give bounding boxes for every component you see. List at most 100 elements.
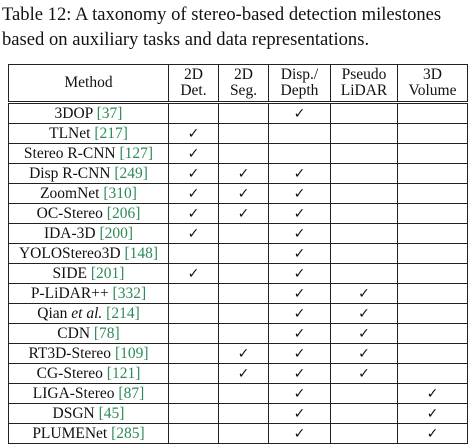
method-cell: ZoomNet [310] xyxy=(8,183,169,204)
method-cell: TLNet [217] xyxy=(8,123,169,144)
checkmark-icon: ✓ xyxy=(293,205,306,222)
table-row: Stereo R-CNN [127] ✓ xyxy=(8,143,468,164)
citation-link[interactable]: [310] xyxy=(103,185,137,202)
cell-pseudo-lidar: ✓ xyxy=(330,323,398,344)
citation-link[interactable]: [206] xyxy=(106,205,141,222)
checkmark-icon: ✓ xyxy=(293,305,306,322)
checkmark-icon: ✓ xyxy=(187,165,200,182)
table-row: YOLOStereo3D [148] ✓ xyxy=(8,243,468,264)
method-name: Stereo R-CNN xyxy=(23,145,120,162)
method-cell: RT3D-Stereo [109] xyxy=(8,343,169,364)
citation-link[interactable]: [121] xyxy=(106,365,141,382)
cell-disp-depth: ✓ xyxy=(268,163,331,184)
method-name: Disp R-CNN xyxy=(29,165,115,182)
citation-link[interactable]: [285] xyxy=(111,425,145,442)
checkmark-icon: ✓ xyxy=(426,425,439,442)
method-name: 3DOP xyxy=(54,105,97,122)
cell-pseudo-lidar xyxy=(330,203,398,224)
cell-2d-seg xyxy=(218,263,269,284)
checkmark-icon: ✓ xyxy=(187,205,200,222)
method-name: OC-Stereo xyxy=(36,205,107,222)
checkmark-icon: ✓ xyxy=(426,385,439,402)
cell-3d-volume xyxy=(397,102,468,124)
method-cell: OC-Stereo [206] xyxy=(8,203,169,224)
cell-3d-volume: ✓ xyxy=(397,423,468,444)
caption-line-1: Table 12: A taxonomy of stereo-based det… xyxy=(2,4,442,25)
citation-link[interactable]: [217] xyxy=(94,125,128,142)
citation-link[interactable]: [148] xyxy=(124,245,159,262)
table-row: LIGA-Stereo [87] ✓ ✓ xyxy=(8,383,468,404)
cell-2d-seg xyxy=(218,303,269,324)
cell-2d-det xyxy=(168,363,219,384)
checkmark-icon: ✓ xyxy=(187,185,200,202)
cell-2d-seg xyxy=(218,383,269,404)
cell-2d-det: ✓ xyxy=(168,123,219,144)
citation-link[interactable]: [214] xyxy=(106,305,140,322)
checkmark-icon: ✓ xyxy=(293,245,306,262)
citation-link[interactable]: [78] xyxy=(93,325,120,342)
method-cell: DSGN [45] xyxy=(8,403,169,424)
checkmark-icon: ✓ xyxy=(237,205,250,222)
cell-2d-seg: ✓ xyxy=(218,363,269,384)
citation-link[interactable]: [109] xyxy=(114,345,149,362)
method-name: PLUMENet xyxy=(32,425,112,442)
table-row: TLNet [217] ✓ xyxy=(8,123,468,144)
citation-link[interactable]: [201] xyxy=(90,265,125,282)
checkmark-icon: ✓ xyxy=(293,365,306,382)
table-row: RT3D-Stereo [109] ✓ ✓ ✓ xyxy=(8,343,468,364)
header-2d-det-line1: 2D xyxy=(184,66,203,83)
cell-2d-seg xyxy=(218,283,269,304)
citation-link[interactable]: [249] xyxy=(114,165,148,182)
citation-link[interactable]: [37] xyxy=(96,105,123,122)
cell-3d-volume xyxy=(397,203,468,224)
method-name: IDA-3D xyxy=(43,225,100,242)
cell-pseudo-lidar: ✓ xyxy=(330,303,398,324)
method-cell: IDA-3D [200] xyxy=(8,223,169,244)
table-row: ZoomNet [310] ✓ ✓ ✓ xyxy=(8,183,468,204)
checkmark-icon: ✓ xyxy=(293,405,306,422)
cell-2d-seg xyxy=(218,423,269,444)
checkmark-icon: ✓ xyxy=(293,285,306,302)
cell-disp-depth: ✓ xyxy=(268,183,331,204)
cell-pseudo-lidar xyxy=(330,223,398,244)
cell-disp-depth: ✓ xyxy=(268,343,331,364)
cell-pseudo-lidar xyxy=(330,183,398,204)
cell-3d-volume xyxy=(397,363,468,384)
cell-pseudo-lidar xyxy=(330,243,398,264)
header-pseudo-lidar-line2: LiDAR xyxy=(340,82,388,99)
cell-2d-det: ✓ xyxy=(168,223,219,244)
table-row: CDN [78] ✓ ✓ xyxy=(8,323,468,344)
cell-3d-volume: ✓ xyxy=(397,403,468,424)
cell-disp-depth xyxy=(268,123,331,144)
method-cell: P-LiDAR++ [332] xyxy=(8,283,169,304)
cell-disp-depth: ✓ xyxy=(268,323,331,344)
checkmark-icon: ✓ xyxy=(293,345,306,362)
citation-link[interactable]: [45] xyxy=(98,405,125,422)
method-name: LIGA-Stereo xyxy=(32,385,119,402)
citation-link[interactable]: [127] xyxy=(119,145,154,162)
table-row: Disp R-CNN [249] ✓ ✓ ✓ xyxy=(8,163,468,184)
checkmark-icon: ✓ xyxy=(293,185,306,202)
header-2d-seg-line1: 2D xyxy=(234,66,253,83)
citation-link[interactable]: [200] xyxy=(99,225,134,242)
citation-link[interactable]: [332] xyxy=(112,285,147,302)
header-method: Method xyxy=(8,64,169,104)
cell-disp-depth: ✓ xyxy=(268,263,331,284)
cell-disp-depth: ✓ xyxy=(268,102,331,124)
method-name: Qian et al. xyxy=(37,305,103,322)
cell-pseudo-lidar: ✓ xyxy=(330,363,398,384)
cell-2d-seg: ✓ xyxy=(218,163,269,184)
table-row: P-LiDAR++ [332] ✓ ✓ xyxy=(8,283,468,304)
cell-pseudo-lidar: ✓ xyxy=(330,343,398,364)
checkmark-icon: ✓ xyxy=(358,305,370,322)
method-name: RT3D-Stereo xyxy=(28,345,115,362)
checkmark-icon: ✓ xyxy=(293,165,306,182)
citation-link[interactable]: [87] xyxy=(118,385,145,402)
cell-2d-det xyxy=(168,323,219,344)
method-name: YOLOStereo3D xyxy=(18,245,125,262)
cell-3d-volume xyxy=(397,343,468,364)
table-row: 3DOP [37] ✓ xyxy=(8,102,468,124)
checkmark-icon: ✓ xyxy=(237,365,250,382)
cell-disp-depth: ✓ xyxy=(268,363,331,384)
method-cell: Stereo R-CNN [127] xyxy=(8,143,169,164)
